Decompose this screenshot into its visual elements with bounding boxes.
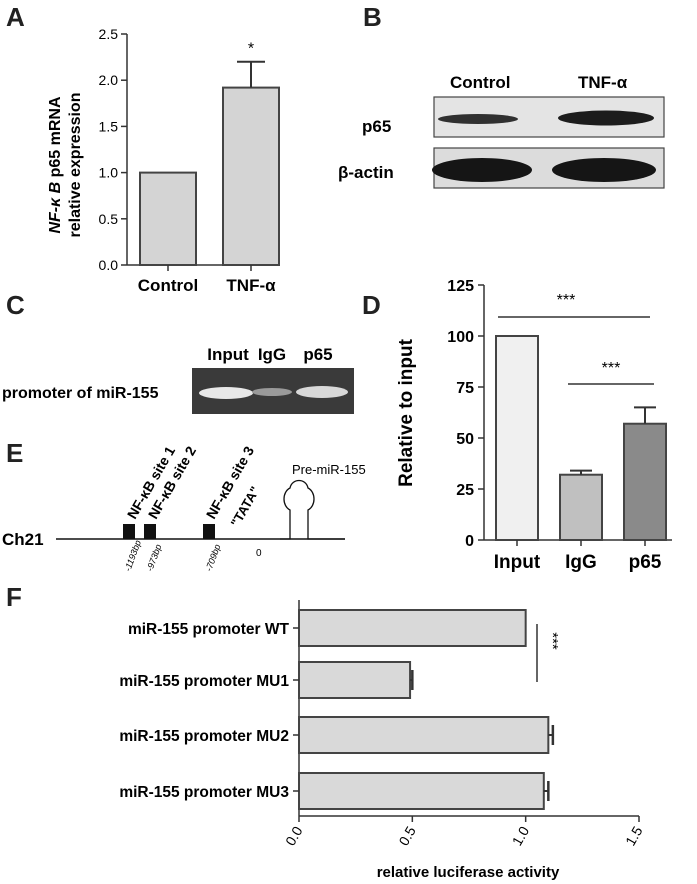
blot-lane-tnf: TNF-α [578, 73, 628, 92]
gel-band-igg [252, 388, 292, 396]
site-2-position: -973bp [144, 543, 163, 573]
panel-b-western-blot: Control TNF-α p65 β-actin [338, 73, 665, 189]
panel-d-ytick-label: 75 [456, 380, 474, 397]
panel-e-schematic: Ch21 NF-κB site 1 NF-κB site 2 NF-κB sit… [2, 443, 366, 572]
panel-a-ytick-label: 2.0 [99, 72, 119, 88]
gel-band-p65 [296, 386, 348, 398]
panel-d-ytick-label: 100 [447, 329, 474, 346]
panel-f-xtick-label: 1.0 [509, 823, 533, 848]
panel-a-ylabel-rest: p65 mRNA [47, 96, 64, 182]
panel-a-chart: NF-κ B p65 mRNA relative expression 0.0 0… [47, 26, 280, 295]
panel-d-sig-igg-p65: *** [602, 360, 621, 377]
nfkb-site-2-box [144, 524, 156, 539]
panel-c-gel: Input IgG p65 promoter of miR-155 [2, 345, 354, 414]
blot-lane-control: Control [450, 73, 510, 92]
site-3-position: -709bp [203, 543, 222, 573]
panel-f-bar-mir-155-promoter-mu1 [298, 661, 412, 699]
panel-d-bar-input [495, 335, 539, 541]
gel-lane-input: Input [207, 345, 249, 364]
chromosome-label: Ch21 [2, 530, 44, 549]
gel-lane-p65: p65 [303, 345, 332, 364]
panel-f-bar-mir-155-promoter-mu2 [298, 716, 550, 754]
panel-d-sig-input-p65: *** [557, 292, 576, 309]
panel-f-significance: *** [544, 632, 561, 650]
panel-d-xtick-label-igg: IgG [565, 552, 597, 573]
panel-a-ytick-label: 0.5 [99, 211, 119, 227]
panel-d-bar-p65 [623, 422, 667, 541]
panel-a-ytick-label: 2.5 [99, 26, 119, 42]
panel-d-chart: Relative to input 0 25 50 75 100 125 Input IgG p… [396, 278, 672, 573]
panel-a-significance: * [248, 41, 254, 58]
band-actin-tnf [552, 158, 656, 182]
tss-zero: 0 [256, 548, 262, 559]
panel-d-xtick-label-p65: p65 [629, 552, 662, 573]
panel-a-ylabel-italic: NF-κ B [47, 182, 64, 234]
panel-a-ylabel-line2: relative expression [67, 93, 84, 238]
panel-d-bar-igg [559, 473, 603, 541]
site-1-position: -1193bp [122, 539, 142, 573]
panel-a-letter: A [6, 2, 25, 32]
panel-f-bar-mir-155-promoter-mu3 [298, 772, 545, 810]
nfkb-site-3-box [203, 524, 215, 539]
panel-f-category-label: miR-155 promoter MU1 [119, 673, 289, 690]
panel-f-xtick-label: 0.0 [282, 823, 306, 848]
pre-mir-label: Pre-miR-155 [292, 462, 366, 477]
panel-a-ytick-label: 0.0 [99, 257, 119, 273]
panel-a-ytick-label: 1.0 [99, 165, 119, 181]
gel-row-label: promoter of miR-155 [2, 385, 159, 402]
panel-a-bar-control [139, 171, 197, 267]
panel-a-xtick-label-control: Control [138, 276, 198, 295]
panel-f-xlabel: relative luciferase activity [377, 864, 560, 881]
panel-f-category-label: miR-155 promoter MU2 [119, 728, 289, 745]
panel-d-letter: D [362, 290, 381, 320]
nfkb-site-1-box [123, 524, 135, 539]
gel-lane-igg: IgG [258, 345, 286, 364]
panel-c-letter: C [6, 290, 25, 320]
panel-d-ytick-label: 25 [456, 482, 474, 499]
panel-a-ylabel-line1: NF-κ B p65 mRNA [47, 96, 64, 234]
panel-f-category-label: miR-155 promoter WT [128, 621, 290, 638]
panel-f-letter: F [6, 582, 22, 612]
panel-f-xtick-label: 1.5 [622, 823, 646, 848]
panel-d-ylabel: Relative to input [396, 338, 417, 486]
panel-f-category-label: miR-155 promoter MU3 [119, 784, 289, 801]
panel-b-letter: B [363, 2, 382, 32]
panel-a-bar-tnf [222, 86, 280, 267]
band-p65-tnf [558, 110, 654, 126]
panel-e-letter: E [6, 438, 23, 468]
panel-f-bar-mir-155-promoter-wt [298, 609, 527, 647]
band-p65-control [438, 114, 518, 124]
panel-d-xtick-label-input: Input [494, 552, 541, 573]
gel-band-input [199, 387, 253, 399]
panel-d-ytick-label: 50 [456, 431, 474, 448]
blot-row-actin: β-actin [338, 163, 394, 182]
panel-f-xtick-label: 0.5 [395, 823, 419, 848]
panel-a-xtick-label-tnf: TNF-α [226, 276, 276, 295]
panel-d-ytick-label: 125 [447, 278, 474, 295]
panel-d-ytick-label: 0 [465, 533, 474, 550]
panel-f-chart: relative luciferase activity 0.0 0.5 1.0 1.… [119, 600, 646, 881]
pre-mir-hairpin [280, 479, 345, 540]
band-actin-control [432, 158, 532, 182]
blot-row-p65: p65 [362, 117, 391, 136]
panel-a-ytick-label: 1.5 [99, 118, 119, 134]
